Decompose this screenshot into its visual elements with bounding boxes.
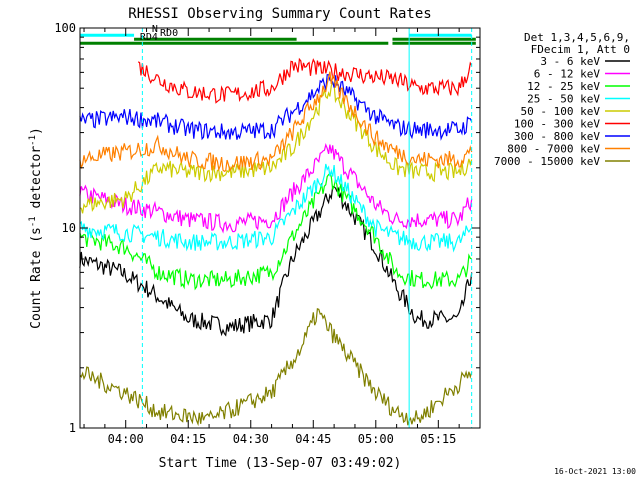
- interval-bar-label: RD4: [140, 32, 158, 43]
- y-tick-label: 10: [62, 221, 76, 235]
- x-tick-label: 05:15: [420, 432, 456, 446]
- series-line-0: [79, 185, 473, 337]
- series-line-2: [79, 172, 472, 291]
- legend-entry: 6 - 12 keV: [534, 68, 601, 81]
- interval-bar-label: N: [152, 24, 158, 35]
- series-line-8: [79, 307, 473, 427]
- y-axis-label: Count Rate (s-1 detector-1): [28, 127, 44, 329]
- legend-entry: 3 - 6 keV: [540, 55, 600, 68]
- footer-date: 16-Oct-2021 13:00: [554, 467, 636, 476]
- series-line-3: [79, 163, 473, 253]
- y-tick-label: 1: [69, 421, 76, 435]
- x-tick-label: 04:15: [170, 432, 206, 446]
- x-tick-label: 05:00: [358, 432, 394, 446]
- interval-bar-label: RD0: [160, 28, 178, 39]
- legend-entry: 12 - 25 keV: [527, 80, 600, 93]
- x-tick-label: 04:30: [233, 432, 269, 446]
- legend-entry: 7000 - 15000 keV: [494, 155, 600, 168]
- legend-entry: 50 - 100 keV: [521, 105, 601, 118]
- legend-entry: 25 - 50 keV: [527, 93, 600, 106]
- legend-entry: 300 - 800 keV: [514, 130, 600, 143]
- legend-header: Det 1,3,4,5,6,9,: [524, 31, 630, 44]
- y-tick-label: 100: [54, 21, 76, 35]
- x-axis-label: Start Time (13-Sep-07 03:49:02): [159, 456, 402, 471]
- series-line-1: [79, 143, 473, 234]
- legend-entry: 800 - 7000 keV: [507, 143, 600, 156]
- x-tick-label: 04:00: [108, 432, 144, 446]
- legend-header: FDecim 1, Att 0: [531, 43, 630, 56]
- legend-entry: 100 - 300 keV: [514, 118, 600, 131]
- series-line-5: [137, 57, 473, 104]
- series-line-7: [79, 71, 473, 173]
- x-tick-label: 04:45: [295, 432, 331, 446]
- chart-title: RHESSI Observing Summary Count Rates: [128, 6, 431, 22]
- series-line-6: [79, 74, 473, 141]
